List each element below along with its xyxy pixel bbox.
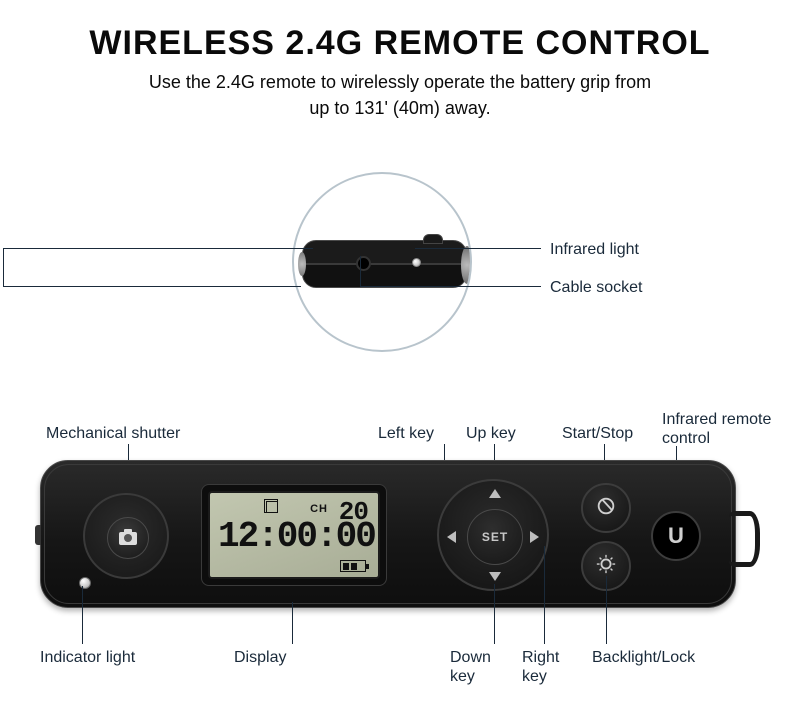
set-button[interactable]: SET xyxy=(467,509,523,565)
label-ir-remote: Infrared remote control xyxy=(662,410,771,448)
label-backlight-lock: Backlight/Lock xyxy=(592,648,695,667)
subtitle: Use the 2.4G remote to wirelessly operat… xyxy=(0,69,800,121)
dpad: SET xyxy=(437,479,549,591)
ir-button-label: U xyxy=(668,523,684,549)
label-down-key: Down key xyxy=(450,648,491,686)
up-key-icon[interactable] xyxy=(489,489,501,498)
leader-line xyxy=(82,586,83,644)
label-infrared-light: Infrared light xyxy=(550,240,639,259)
infrared-remote-button[interactable]: U xyxy=(651,511,701,561)
left-key-icon[interactable] xyxy=(447,531,456,543)
label-indicator-light: Indicator light xyxy=(40,648,135,667)
lanyard-hole xyxy=(729,511,755,557)
side-nub xyxy=(35,525,41,545)
leader-line xyxy=(3,248,313,249)
label-start-stop: Start/Stop xyxy=(562,424,633,443)
down-key-icon[interactable] xyxy=(489,572,501,581)
leader-line xyxy=(3,286,301,287)
lcd-time-value: 12:00:00 xyxy=(218,516,375,557)
leader-line xyxy=(292,602,293,644)
label-display: Display xyxy=(234,648,286,667)
leader-line xyxy=(544,546,545,644)
lcd-ch-label: CH xyxy=(310,503,328,515)
leader-line xyxy=(360,286,541,287)
label-right-key: Right key xyxy=(522,648,559,686)
right-key-icon[interactable] xyxy=(530,531,539,543)
infrared-light-icon xyxy=(412,258,421,267)
battery-icon xyxy=(340,560,366,572)
label-left-key: Left key xyxy=(378,424,434,443)
subtitle-line2: up to 131' (40m) away. xyxy=(309,98,490,118)
camera-icon xyxy=(119,532,137,545)
mechanical-shutter-button[interactable] xyxy=(83,493,169,579)
start-stop-button[interactable] xyxy=(581,483,631,533)
label-mechanical-shutter: Mechanical shutter xyxy=(46,424,180,443)
top-view-ring xyxy=(292,172,472,352)
leader-line xyxy=(494,584,495,644)
start-stop-icon xyxy=(595,495,617,522)
top-view xyxy=(280,160,484,364)
leader-line xyxy=(3,248,4,287)
leader-line xyxy=(606,576,607,644)
leader-line xyxy=(360,256,361,286)
label-up-key: Up key xyxy=(466,424,516,443)
copy-icon xyxy=(266,501,278,513)
page-title: WIRELESS 2.4G REMOTE CONTROL xyxy=(0,24,800,63)
subtitle-line1: Use the 2.4G remote to wirelessly operat… xyxy=(149,72,651,92)
remote-device: CH 20 12:00:00 SET U xyxy=(40,460,736,608)
label-cable-socket: Cable socket xyxy=(550,278,643,297)
cable-socket-icon xyxy=(356,256,371,271)
display: CH 20 12:00:00 xyxy=(201,484,387,586)
indicator-light-icon xyxy=(79,577,91,589)
leader-line xyxy=(415,248,541,249)
